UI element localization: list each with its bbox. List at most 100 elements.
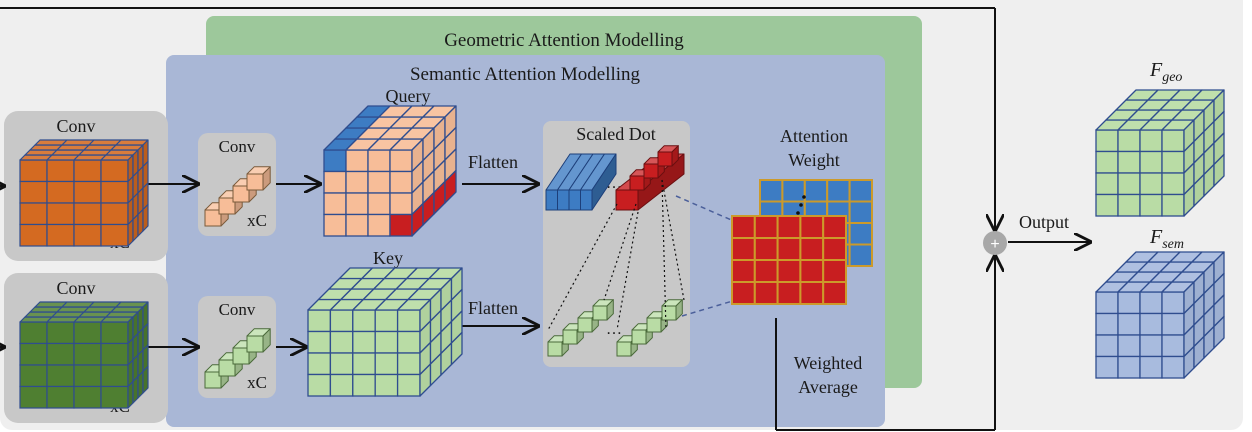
f-geo-cube-front-cell [1117, 150, 1141, 174]
geometric-panel-title: Geometric Attention Modelling [444, 30, 684, 51]
query-cube-front-cell [323, 213, 347, 237]
query-cube-front-cell [323, 192, 347, 216]
scaled-dot-label: Scaled Dot [576, 124, 655, 144]
f-sem-cube-front-cell [1139, 312, 1163, 336]
ellipsis-dot [799, 203, 803, 207]
attention-grid-blue-cell [848, 200, 873, 224]
f-geo-sub: geo [1162, 70, 1182, 85]
query-cube-front-cell [345, 170, 369, 194]
key-vector-left-front [592, 305, 608, 321]
query-cube [323, 105, 457, 237]
attention-grid-red-cell [799, 237, 825, 261]
xc-small-label-top: xC [247, 211, 267, 230]
conv-cube-bottom-front-cell [73, 321, 102, 345]
conv-cube-bottom-front-cell [73, 364, 102, 388]
f-geo-cube-front-cell [1095, 172, 1119, 196]
conv-cube-top [19, 139, 149, 247]
query-cube-front-cell [367, 149, 391, 173]
key-label: Key [373, 248, 403, 268]
conv-cube-bottom-front-cell [19, 321, 48, 345]
attention-grid-red-cell [799, 259, 825, 283]
conv-vector-top-front [204, 209, 222, 227]
conv-vector-bottom-front [232, 347, 250, 365]
query-vector-red-stack-front [629, 175, 645, 191]
conv-cube-top-front-cell [73, 159, 102, 183]
f-sem-cube-front-cell [1139, 291, 1163, 315]
conv-cube-bottom-front-cell [73, 385, 102, 409]
f-geo-main: F [1149, 59, 1163, 81]
xc-small-label-bottom: xC [247, 373, 267, 392]
query-cube-front-cell [367, 170, 391, 194]
f-geo-cube-front-cell [1139, 150, 1163, 174]
conv-small-label-bottom: Conv [219, 300, 256, 319]
key-vector-left-front [577, 317, 593, 333]
key-cube-front-cell [307, 352, 332, 376]
conv-vector-top-front [218, 197, 236, 215]
weighted-average-line1: Weighted [794, 353, 863, 373]
key-vector-right [616, 299, 683, 357]
f-sem-sub: sem [1162, 237, 1184, 252]
f-geo-cube-front-cell [1161, 150, 1185, 174]
conv-cube-bottom-front-cell [19, 342, 48, 366]
conv-cube-top-front-cell [46, 159, 75, 183]
conv-label-bottom: Conv [56, 278, 95, 298]
f-geo-cube-front-cell [1117, 193, 1141, 217]
semantic-panel-title: Semantic Attention Modelling [410, 64, 641, 85]
attention-grid-blue-cell [759, 179, 784, 203]
attention-grid-blue-cell [848, 222, 873, 246]
conv-cube-bottom-right-cell [142, 365, 149, 394]
conv-vector-top-front [232, 185, 250, 203]
query-cube-front-cell [389, 213, 413, 237]
key-cube-front-cell [396, 373, 421, 397]
query-cube-front-cell [367, 213, 391, 237]
attention-grid-red-cell [731, 215, 756, 239]
key-cube-front-cell [329, 309, 354, 333]
key-vector-right-front [661, 305, 677, 321]
attention-grid-red-cell [753, 215, 779, 239]
plus-node [983, 231, 1007, 255]
attention-grid-blue-cell [781, 179, 806, 203]
attention-grid-red-cell [799, 281, 825, 305]
conv-cube-top-front-cell [73, 223, 102, 247]
conv-vector-bottom-front [204, 371, 222, 389]
conv-cube-top-front-cell [46, 223, 75, 247]
f-geo-cube-front-cell [1095, 150, 1119, 174]
query-vector-blue-front-cell [568, 189, 581, 211]
key-cube [307, 267, 463, 397]
conv-cube-bottom-front-cell [73, 342, 102, 366]
key-cube-right-cell [450, 331, 463, 366]
f-sem-cube-front-cell [1139, 334, 1163, 358]
conv-cube-top-front-cell [100, 223, 129, 247]
f-geo-cube-front-cell [1161, 172, 1185, 196]
key-vector-left [547, 299, 614, 357]
conv-cube-top-front-cell [100, 202, 129, 226]
query-cube-front-cell [323, 149, 347, 173]
conv-cube-bottom-front-cell [100, 321, 129, 345]
conv-vector-bottom-front [218, 359, 236, 377]
key-cube-front-cell [374, 330, 399, 354]
query-cube-front-cell [323, 170, 347, 194]
key-cube-front-cell [352, 309, 376, 333]
attention-grid-red-cell [776, 215, 802, 239]
conv-cube-top-front-cell [19, 159, 48, 183]
attention-grid-red-cell [822, 237, 848, 261]
query-cube-front-cell [389, 149, 413, 173]
f-sem-cube-right-cell [1213, 315, 1225, 349]
query-vector-red-stack [629, 145, 679, 191]
conv-cube-top-front-cell [46, 202, 75, 226]
conv-cube-bottom-front-cell [19, 385, 48, 409]
flatten-label-top: Flatten [468, 152, 518, 172]
key-cube-front-cell [307, 373, 332, 397]
attention-grid-red-cell [753, 259, 779, 283]
query-vector-blue [545, 153, 617, 211]
attention-grid-red-cell [753, 281, 779, 305]
conv-label-top: Conv [56, 116, 95, 136]
f-sem-cube-front-cell [1095, 312, 1119, 336]
f-sem-cube-front-cell [1161, 355, 1185, 379]
conv-cube-bottom-front-cell [19, 364, 48, 388]
conv-cube-top-front-cell [46, 180, 75, 204]
key-cube-front-cell [396, 330, 421, 354]
f-geo-label: Fgeo [1149, 59, 1182, 85]
attention-grid-red [731, 215, 848, 305]
query-vector-red-front-cell [615, 189, 639, 211]
